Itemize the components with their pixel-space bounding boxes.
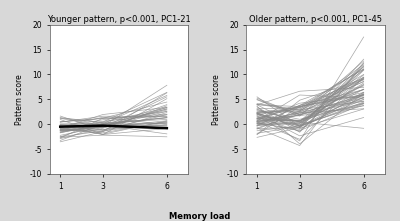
- Title: Younger pattern, p<0.001, PC1-21: Younger pattern, p<0.001, PC1-21: [47, 15, 191, 24]
- Y-axis label: Pattern score: Pattern score: [212, 74, 221, 125]
- Title: Older pattern, p<0.001, PC1-45: Older pattern, p<0.001, PC1-45: [249, 15, 382, 24]
- Text: Memory load: Memory load: [169, 212, 231, 221]
- Y-axis label: Pattern score: Pattern score: [15, 74, 24, 125]
